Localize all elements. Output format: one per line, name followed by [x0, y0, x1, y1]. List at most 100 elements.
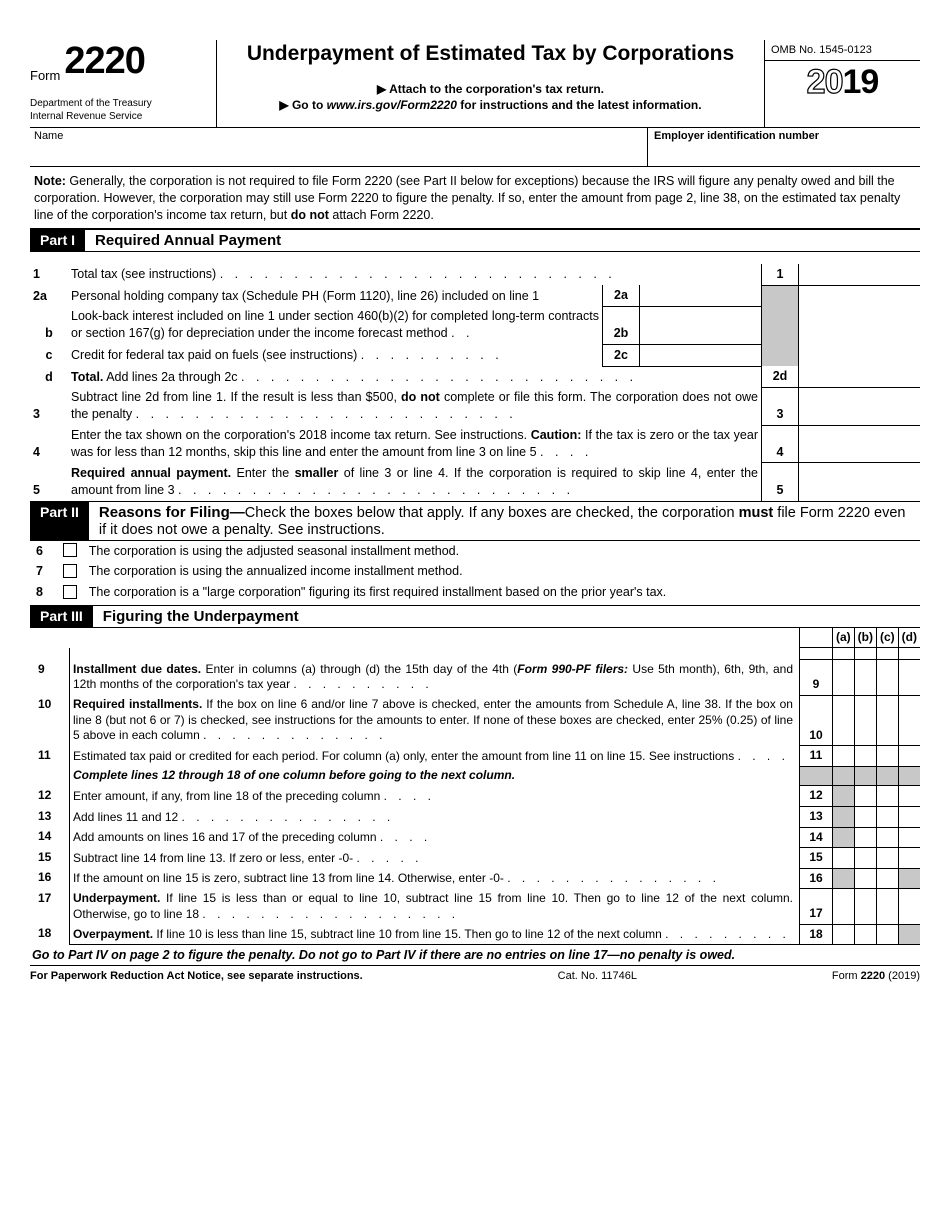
line-17-a[interactable]: [833, 889, 855, 924]
line-2b-amount[interactable]: [640, 306, 762, 344]
line-15-b[interactable]: [854, 848, 876, 869]
column-headers: (a) (b) (c) (d): [30, 628, 920, 648]
line-18-d: [898, 924, 920, 945]
tax-year: 2019: [765, 61, 920, 104]
line-12-a: [833, 786, 855, 807]
line-2a: 2a Personal holding company tax (Schedul…: [30, 285, 920, 306]
line-14-d[interactable]: [898, 827, 920, 848]
year-block: OMB No. 1545-0123 2019: [764, 40, 920, 127]
checkbox-line-8[interactable]: [63, 585, 77, 599]
line-10-c[interactable]: [877, 695, 899, 746]
line-17: 17 Underpayment. If line 15 is less than…: [30, 889, 920, 924]
line-11-a[interactable]: [833, 746, 855, 767]
line-14-b[interactable]: [854, 827, 876, 848]
line-3-amount[interactable]: [799, 387, 921, 425]
line-12-b[interactable]: [854, 786, 876, 807]
line-9-a[interactable]: [833, 660, 855, 695]
line-13-a: [833, 807, 855, 828]
part3-title: Figuring the Underpayment: [93, 606, 920, 627]
line-10-a[interactable]: [833, 695, 855, 746]
line-13-b[interactable]: [854, 807, 876, 828]
bottom-row: For Paperwork Reduction Act Notice, see …: [30, 966, 920, 982]
title-block: Underpayment of Estimated Tax by Corpora…: [217, 40, 764, 127]
line-16-a: [833, 868, 855, 889]
part1-title: Required Annual Payment: [85, 230, 920, 251]
line-13-c[interactable]: [877, 807, 899, 828]
line-17-b[interactable]: [854, 889, 876, 924]
line-15: 15 Subtract line 14 from line 13. If zer…: [30, 848, 920, 869]
form-number: 2220: [64, 40, 145, 83]
line-15-d[interactable]: [898, 848, 920, 869]
checkbox-line-7[interactable]: [63, 564, 77, 578]
attach-instruction: ▶ Attach to the corporation's tax return…: [225, 82, 756, 96]
line-16-b[interactable]: [854, 868, 876, 889]
line-16-d: [898, 868, 920, 889]
line-15-c[interactable]: [877, 848, 899, 869]
part2-label: Part II: [30, 502, 89, 540]
part3-header: Part III Figuring the Underpayment: [30, 605, 920, 628]
line-14: 14 Add amounts on lines 16 and 17 of the…: [30, 827, 920, 848]
line-2c: c Credit for federal tax paid on fuels (…: [30, 344, 920, 366]
line-4: 4 Enter the tax shown on the corporation…: [30, 425, 920, 463]
line-2c-amount[interactable]: [640, 344, 762, 366]
line-2b: b Look-back interest included on line 1 …: [30, 306, 920, 344]
line-10-b[interactable]: [854, 695, 876, 746]
form-number-block: Form 2220 Department of the Treasury Int…: [30, 40, 217, 127]
line-9-c[interactable]: [877, 660, 899, 695]
line-12-c[interactable]: [877, 786, 899, 807]
line-18-c[interactable]: [877, 924, 899, 945]
line-18-a[interactable]: [833, 924, 855, 945]
line-15-a[interactable]: [833, 848, 855, 869]
paperwork-notice: For Paperwork Reduction Act Notice, see …: [30, 970, 363, 982]
omb-number: OMB No. 1545-0123: [765, 40, 920, 61]
line-17-c[interactable]: [877, 889, 899, 924]
part2-header: Part II Reasons for Filing—Check the box…: [30, 501, 920, 541]
note-box: Note: Generally, the corporation is not …: [30, 167, 920, 229]
goto-instruction: ▶ Go to www.irs.gov/Form2220 for instruc…: [225, 98, 756, 112]
line-9-d[interactable]: [898, 660, 920, 695]
line-14-c[interactable]: [877, 827, 899, 848]
line-10-d[interactable]: [898, 695, 920, 746]
line-2a-amount[interactable]: [640, 285, 762, 306]
line-17-d[interactable]: [898, 889, 920, 924]
instruction-row: Complete lines 12 through 18 of one colu…: [30, 766, 920, 786]
part2-title: Reasons for Filing—Check the boxes below…: [89, 502, 920, 540]
line-14-a: [833, 827, 855, 848]
line-11: 11 Estimated tax paid or credited for ea…: [30, 746, 920, 767]
line-7: 7 The corporation is using the annualize…: [30, 561, 920, 582]
line-1-amount[interactable]: [799, 264, 921, 285]
line-8: 8 The corporation is a "large corporatio…: [30, 582, 920, 605]
line-2d-amount[interactable]: [799, 366, 921, 387]
name-ein-row: Name Employer identification number: [30, 128, 920, 167]
form-ref: Form 2220 (2019): [832, 970, 920, 982]
line-13-d[interactable]: [898, 807, 920, 828]
line-10: 10 Required installments. If the box on …: [30, 695, 920, 746]
part1-header: Part I Required Annual Payment: [30, 229, 920, 252]
checkbox-line-6[interactable]: [63, 543, 77, 557]
cat-number: Cat. No. 11746L: [558, 970, 637, 982]
line-16-c[interactable]: [877, 868, 899, 889]
line-4-amount[interactable]: [799, 425, 921, 463]
line-18-b[interactable]: [854, 924, 876, 945]
line-1: 1 Total tax (see instructions) . . . . .…: [30, 264, 920, 285]
part3-label: Part III: [30, 606, 93, 627]
line-12-d[interactable]: [898, 786, 920, 807]
line-11-d[interactable]: [898, 746, 920, 767]
line-9: 9 Installment due dates. Enter in column…: [30, 660, 920, 695]
line-5: 5 Required annual payment. Enter the sma…: [30, 463, 920, 501]
line-11-b[interactable]: [854, 746, 876, 767]
line-18: 18 Overpayment. If line 10 is less than …: [30, 924, 920, 945]
line-9-b[interactable]: [854, 660, 876, 695]
part1-table: 1 Total tax (see instructions) . . . . .…: [30, 252, 920, 501]
department: Department of the Treasury Internal Reve…: [30, 97, 210, 123]
line-5-amount[interactable]: [799, 463, 921, 501]
line-6: 6 The corporation is using the adjusted …: [30, 541, 920, 562]
part1-label: Part I: [30, 230, 85, 251]
line-3: 3 Subtract line 2d from line 1. If the r…: [30, 387, 920, 425]
line-2d: d Total. Add lines 2a through 2c . . . .…: [30, 366, 920, 387]
ein-field[interactable]: Employer identification number: [647, 128, 920, 166]
name-field[interactable]: Name: [30, 128, 647, 166]
line-16: 16 If the amount on line 15 is zero, sub…: [30, 868, 920, 889]
form-header: Form 2220 Department of the Treasury Int…: [30, 40, 920, 128]
line-11-c[interactable]: [877, 746, 899, 767]
